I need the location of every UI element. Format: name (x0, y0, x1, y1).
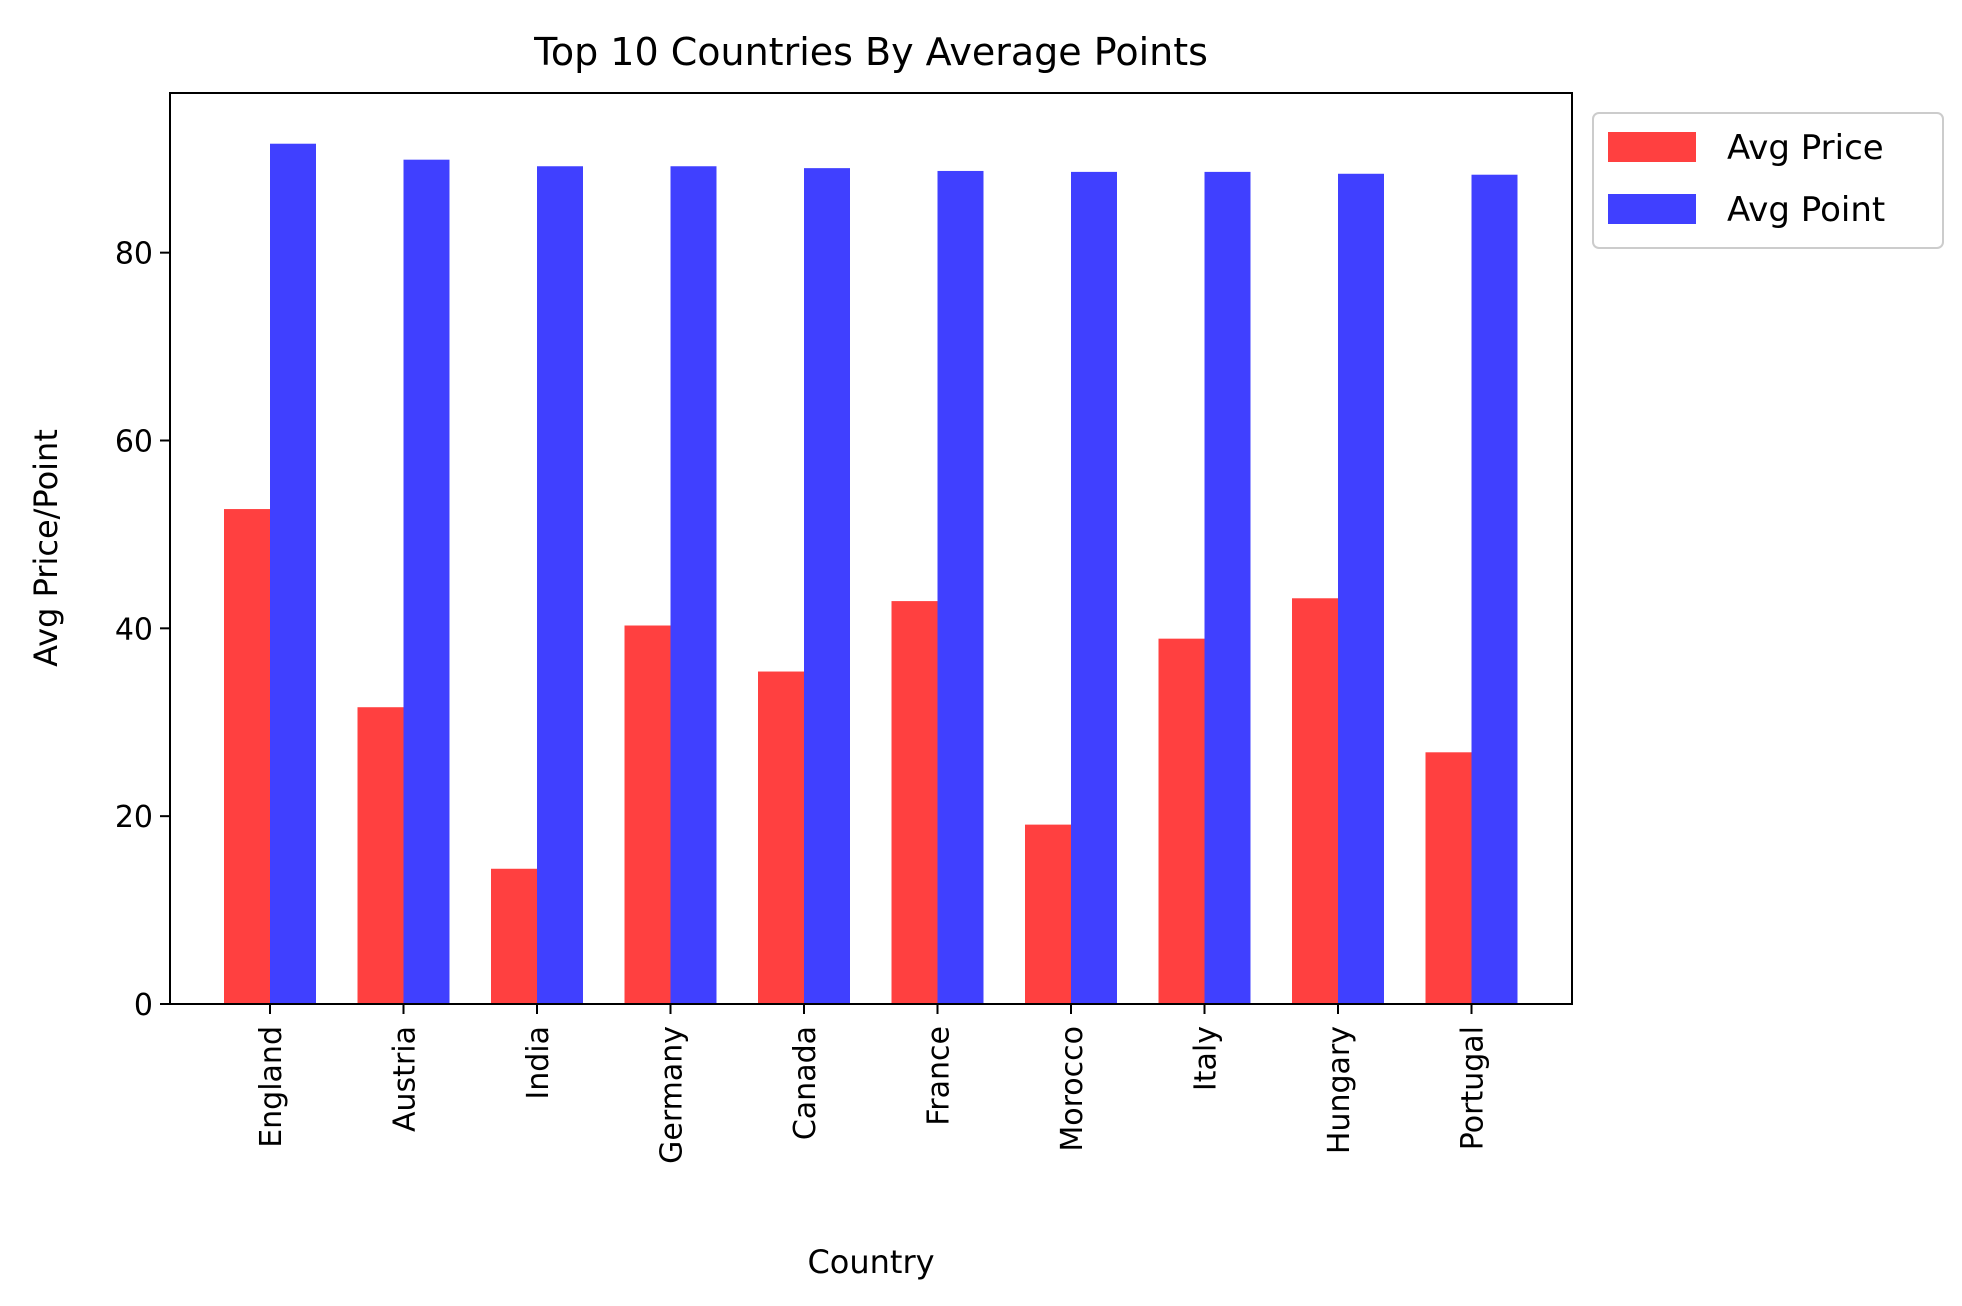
legend: Avg Price Avg Point (1592, 112, 1944, 249)
x-tick-label: Austria (388, 1026, 423, 1132)
x-tick-label: Portugal (1456, 1026, 1491, 1150)
bar-avg-point-canada (804, 168, 850, 1004)
chart-title: Top 10 Countries By Average Points (533, 30, 1208, 74)
bar-avg-point-italy (1204, 171, 1251, 1004)
bar-avg-price-hungary (1292, 598, 1338, 1004)
y-tick-label: 80 (115, 237, 153, 272)
x-tick-label: England (254, 1026, 289, 1148)
bar-avg-price-italy (1158, 638, 1205, 1004)
x-tick-label: France (922, 1026, 957, 1126)
plot-area-frame (169, 92, 1573, 1005)
y-axis-title: Avg Price/Point (27, 429, 65, 667)
y-tick-label: 20 (115, 800, 153, 835)
bars-layer (224, 143, 1518, 1005)
bar-avg-point-india (537, 166, 583, 1004)
bar-avg-price-portugal (1425, 752, 1472, 1004)
bar-avg-point-germany (670, 166, 717, 1004)
bar-avg-price-morocco (1025, 824, 1071, 1004)
x-tick-label: Canada (788, 1026, 823, 1140)
bar-avg-price-germany (624, 625, 671, 1004)
bar-avg-price-england (224, 509, 270, 1004)
bar-avg-point-portugal (1471, 174, 1518, 1004)
x-tick-label: Italy (1189, 1026, 1224, 1091)
x-tick-label: Morocco (1055, 1026, 1090, 1152)
legend-label-avg-price: Avg Price (1727, 128, 1884, 168)
y-tick-label: 0 (134, 988, 153, 1023)
bar-avg-point-austria (403, 159, 450, 1004)
bar-avg-point-morocco (1071, 171, 1117, 1004)
x-tick-label: Germany (655, 1026, 690, 1164)
y-tick-label: 60 (115, 424, 153, 459)
x-axis-ticks: England Austria India Germany Canada France Mo… (254, 1004, 1491, 1164)
legend-swatch-avg-price (1608, 132, 1696, 162)
x-axis-title: Country (807, 1243, 934, 1281)
legend-swatch-avg-point (1608, 194, 1696, 224)
x-tick-label: India (521, 1026, 556, 1100)
bar-avg-point-france (937, 170, 984, 1005)
bar-avg-price-india (491, 868, 537, 1004)
bar-avg-price-canada (758, 671, 804, 1004)
bar-avg-point-england (270, 143, 316, 1005)
bar-avg-point-hungary (1338, 173, 1384, 1005)
bar-avg-price-austria (357, 707, 404, 1004)
bar-avg-price-france (891, 601, 938, 1004)
y-tick-label: 40 (115, 612, 153, 647)
x-tick-label: Hungary (1322, 1026, 1357, 1154)
y-axis-ticks: 0 20 40 60 80 (115, 237, 170, 1023)
legend-label-avg-point: Avg Point (1727, 190, 1885, 230)
